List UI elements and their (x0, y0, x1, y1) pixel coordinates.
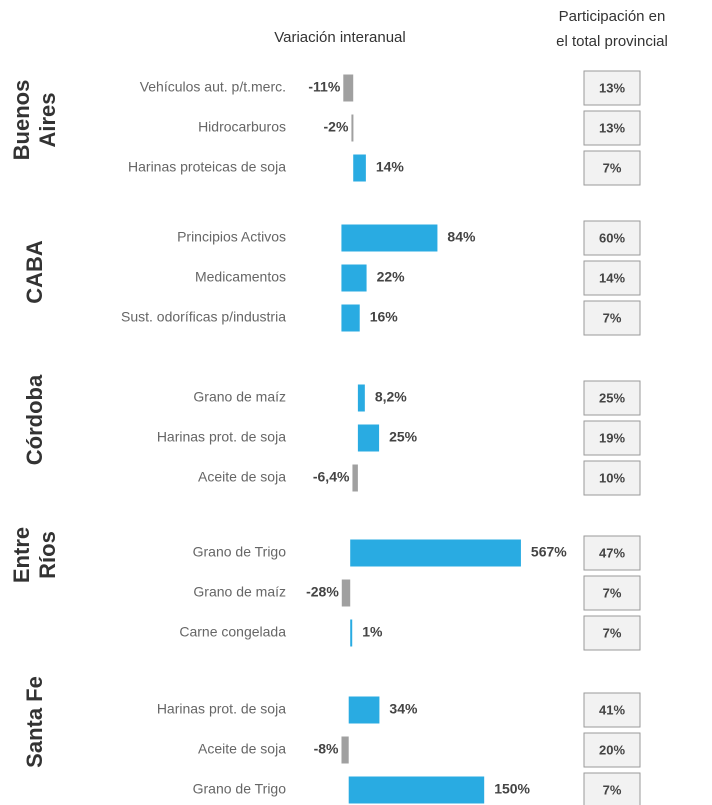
category-label: Harinas prot. de soja (157, 429, 286, 445)
share-label: 7% (603, 782, 622, 797)
group-title: Entre (9, 527, 34, 583)
group-title: Ríos (35, 531, 60, 579)
group-title: Buenos (9, 80, 34, 161)
value-label: -8% (314, 741, 339, 757)
share-box (583, 692, 641, 728)
value-label: 16% (370, 309, 399, 325)
share-label: 14% (599, 270, 625, 285)
value-label: 1% (362, 624, 383, 640)
bar (357, 384, 365, 412)
share-label: 13% (599, 120, 625, 135)
share-box (583, 110, 641, 146)
value-label: 84% (447, 229, 476, 245)
category-label: Grano de Trigo (193, 781, 287, 797)
share-label: 7% (603, 585, 622, 600)
share-label: 20% (599, 742, 625, 757)
value-label: -6,4% (313, 469, 350, 485)
bar (341, 224, 438, 252)
share-label: 13% (599, 80, 625, 95)
group-title: Santa Fe (22, 676, 47, 768)
value-label: -28% (306, 584, 339, 600)
category-label: Grano de maíz (193, 389, 286, 405)
header-variation: Variación interanual (274, 29, 405, 46)
bar (353, 154, 366, 182)
category-label: Carne congelada (179, 624, 286, 640)
value-label: 14% (376, 159, 405, 175)
share-box (583, 460, 641, 496)
group-title: Aires (35, 92, 60, 147)
bar (350, 539, 521, 567)
value-label: 567% (531, 544, 567, 560)
category-label: Harinas prot. de soja (157, 701, 286, 717)
category-label: Grano de maíz (193, 584, 286, 600)
share-box (583, 260, 641, 296)
value-label: -11% (308, 79, 340, 95)
value-label: 34% (389, 701, 418, 717)
group-title: Córdoba (22, 374, 47, 465)
value-label: 25% (389, 429, 418, 445)
bar (350, 619, 353, 647)
bar (341, 304, 360, 332)
share-box (583, 220, 641, 256)
category-label: Principios Activos (177, 229, 286, 245)
share-box (583, 575, 641, 611)
share-label: 41% (599, 702, 625, 717)
share-box (583, 150, 641, 186)
bar (341, 264, 367, 292)
share-box (583, 380, 641, 416)
header-share: Participación en (559, 8, 666, 25)
share-box (583, 732, 641, 768)
bar (348, 696, 380, 724)
share-label: 60% (599, 230, 625, 245)
share-box (583, 615, 641, 651)
share-label: 10% (599, 470, 625, 485)
group-title: CABA (22, 240, 47, 304)
share-box (583, 300, 641, 336)
value-label: -2% (324, 119, 349, 135)
category-label: Harinas proteicas de soja (128, 159, 286, 175)
value-label: 8,2% (375, 389, 407, 405)
share-label: 25% (599, 390, 625, 405)
share-label: 47% (599, 545, 625, 560)
category-label: Vehículos aut. p/t.merc. (140, 79, 286, 95)
share-box (583, 535, 641, 571)
share-label: 7% (603, 310, 622, 325)
share-box (583, 772, 641, 805)
header-share: el total provincial (556, 33, 668, 50)
share-label: 7% (603, 625, 622, 640)
bar (352, 464, 358, 492)
share-label: 7% (603, 160, 622, 175)
share-box (583, 70, 641, 106)
bar (357, 424, 380, 452)
bar (341, 736, 349, 764)
value-label: 22% (377, 269, 406, 285)
bar (351, 114, 354, 142)
value-label: 150% (494, 781, 530, 797)
category-label: Aceite de soja (198, 741, 286, 757)
category-label: Sust. odoríficas p/industria (121, 309, 286, 325)
bar (348, 776, 485, 804)
category-label: Medicamentos (195, 269, 286, 285)
category-label: Grano de Trigo (193, 544, 287, 560)
category-label: Hidrocarburos (198, 119, 286, 135)
share-label: 19% (599, 430, 625, 445)
category-label: Aceite de soja (198, 469, 286, 485)
bar (343, 74, 354, 102)
bar (341, 579, 351, 607)
share-box (583, 420, 641, 456)
